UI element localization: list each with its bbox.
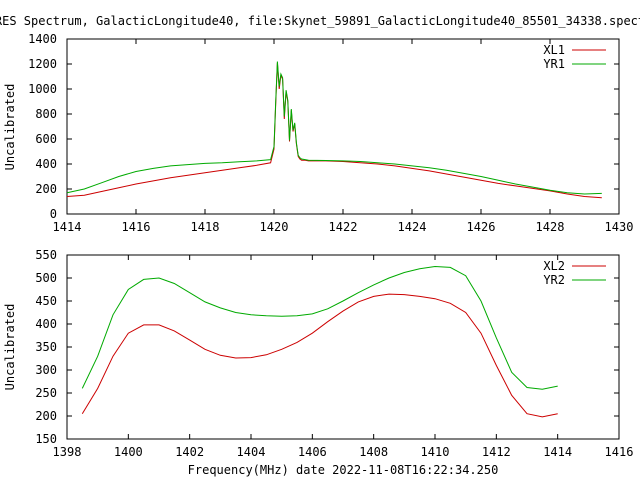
legend-label-yr1: YR1 [543,57,565,71]
y-tick-label: 800 [35,107,57,121]
chart-bottom: 1398 1400 1402 1404 1406 1408 1410 1412 1414 1416… [3,248,633,477]
series-line-xl1 [66,62,602,199]
y-tick-label: 1000 [28,82,57,96]
x-tick-label: 1416 [122,220,151,234]
series-line-xl2 [81,293,558,418]
x-tick-label: 1402 [175,445,204,459]
x-tick-label: 1418 [191,220,220,234]
series-line-yr2 [81,265,558,390]
figure-title: IRES Spectrum, GalacticLongitude40, file… [0,14,640,28]
y-tick-label: 150 [35,432,57,446]
y-tick-label: 1400 [28,32,57,46]
x-tick-label: 1422 [329,220,358,234]
x-tick-label: 1414 [53,220,82,234]
y-tick-label: 0 [50,207,57,221]
x-tick-label: 1412 [482,445,511,459]
y-tick-label: 550 [35,248,57,262]
y-tick-label: 200 [35,182,57,196]
y-tick-label: 200 [35,409,57,423]
y-tick-label: 400 [35,317,57,331]
chart-bottom-frame [66,254,620,440]
y-tick-label: 350 [35,340,57,354]
chart-top-ylabel: Uncalibrated [3,84,17,171]
chart-bottom-series [81,265,558,418]
x-tick-label: 1430 [605,220,634,234]
y-tick-label: 450 [35,294,57,308]
y-tick-label: 400 [35,157,57,171]
x-tick-label: 1426 [467,220,496,234]
x-tick-label: 1398 [53,445,82,459]
chart-bottom-ylabel: Uncalibrated [3,304,17,391]
chart-top-axis-ticks: 1414 1416 1418 1420 1422 1424 1426 1428 1430 0 200… [28,32,633,234]
chart-top-series [66,61,602,199]
x-tick-label: 1404 [237,445,266,459]
x-tick-label: 1410 [421,445,450,459]
chart-bottom-xlabel: Frequency(MHz) date 2022-11-08T16:22:34.… [188,463,499,477]
y-tick-label: 500 [35,271,57,285]
x-tick-label: 1408 [359,445,388,459]
x-tick-label: 1400 [114,445,143,459]
x-tick-label: 1416 [605,445,634,459]
legend-label-xl1: XL1 [543,43,565,57]
y-tick-label: 600 [35,132,57,146]
legend-label-xl2: XL2 [543,259,565,273]
chart-top: 1414 1416 1418 1420 1422 1424 1426 1428 1430 0 200… [3,32,633,234]
x-tick-label: 1406 [298,445,327,459]
x-tick-label: 1420 [260,220,289,234]
x-tick-label: 1414 [543,445,572,459]
x-tick-label: 1424 [398,220,427,234]
y-tick-label: 1200 [28,57,57,71]
series-line-yr1 [66,61,602,195]
x-tick-label: 1428 [536,220,565,234]
legend-label-yr2: YR2 [543,273,565,287]
chart-bottom-axis-ticks: 1398 1400 1402 1404 1406 1408 1410 1412 1414 1416… [35,248,633,459]
y-tick-label: 300 [35,363,57,377]
y-tick-label: 250 [35,386,57,400]
